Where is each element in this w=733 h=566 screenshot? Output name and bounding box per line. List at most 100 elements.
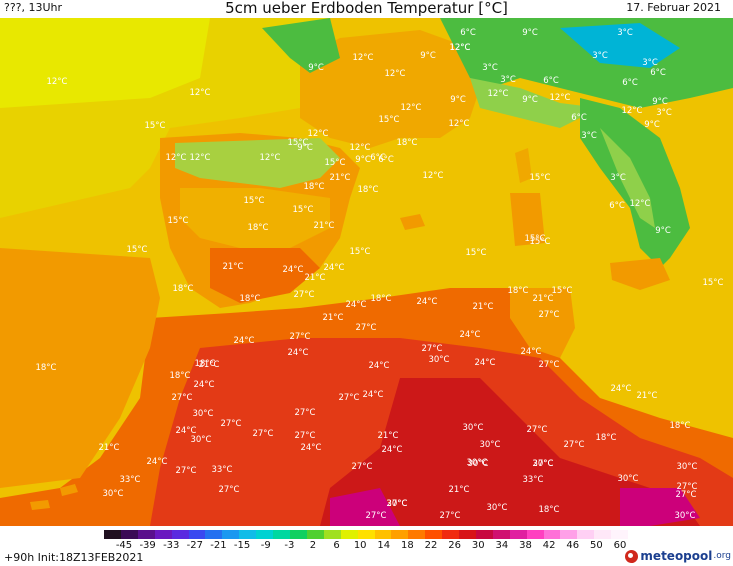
temperature-label: 30°C [674,511,695,521]
temperature-label: 24°C [362,390,383,400]
scale-swatch [492,530,510,539]
temperature-label: 24°C [520,347,541,357]
temperature-label: 24°C [416,297,437,307]
temperature-label: 3°C [592,51,608,61]
temperature-label: 18°C [538,505,559,515]
temperature-label: 12°C [189,88,210,98]
temperature-label: 15°C [349,247,370,257]
scale-swatch [408,530,426,539]
scale-swatch [239,530,257,539]
temperature-label: 12°C [352,53,373,63]
atlantic-south [0,248,160,488]
land-alps-cyan [560,23,680,68]
scale-label: 38 [519,540,532,551]
scale-swatch [104,530,121,539]
temperature-label: 27°C [294,408,315,418]
forecast-date: 17. Februar 2021 [626,1,721,14]
land-france [300,30,480,148]
scale-label: 22 [424,540,438,551]
temperature-label: 21°C [313,221,334,231]
globe-icon [625,549,639,563]
temperature-label: 18°C [35,363,56,373]
temperature-label: 27°C [218,485,239,495]
scale-label: 34 [495,540,509,551]
temperature-label: 3°C [482,63,498,73]
temperature-label: 9°C [522,28,538,38]
temperature-label: 27°C [538,360,559,370]
scale-label: -27 [186,540,204,551]
temperature-label: 15°C [524,234,545,244]
temperature-label: 18°C [194,359,215,369]
map-footer: -45 -39 -33 -27 -21 -15 -9 -3 2 6 10 14 18 22 26 30 34 38… [0,526,733,566]
temperature-label: 21°C [532,294,553,304]
meteopool-logo[interactable]: meteopool .org [625,548,731,564]
temperature-label: 12°C [487,89,508,99]
temperature-label: 27°C [439,511,460,521]
temperature-label: 30°C [532,459,553,469]
temperature-label: 3°C [500,75,516,85]
temperature-label: 24°C [368,361,389,371]
scale-swatch [374,530,392,539]
land-africa-deepred [320,378,700,526]
temperature-label: 30°C [462,423,483,433]
land-iberia-central [180,188,330,248]
temperature-label: 15°C [144,121,165,131]
scale-swatch [391,530,409,539]
land-canary-2 [30,500,50,510]
temperature-label: 15°C [167,216,188,226]
temperature-label: 30°C [676,462,697,472]
scale-swatch [256,530,274,539]
atlantic-northwest [0,18,210,108]
temperature-label: 6°C [460,28,476,38]
temperature-label: 9°C [297,143,313,153]
temperature-label: 30°C [467,459,488,469]
scale-label: 2 [309,540,317,551]
temperature-label: 27°C [675,490,696,500]
temperature-label: 33°C [119,475,140,485]
temperature-label: 21°C [329,173,350,183]
temperature-label: 15°C [324,158,345,168]
scale-swatch [425,530,443,539]
temperature-label: 6°C [370,153,386,163]
scale-label: -3 [284,540,295,551]
temperature-label: 15°C [551,286,572,296]
temperature-label: 33°C [522,475,543,485]
temperature-label: 27°C [171,393,192,403]
scale-swatch [459,530,476,539]
scale-label: 18 [401,540,414,551]
temperature-label: 18°C [507,286,528,296]
temperature-label: 27°C [338,393,359,403]
temperature-label: 15°C [243,196,264,206]
temperature-label: 24°C [474,358,495,368]
temperature-label: 12°C [549,93,570,103]
scale-swatch [222,530,240,539]
land-tunisia [510,288,575,358]
temperature-label: 9°C [308,63,324,73]
temperature-label: 12°C [449,43,470,53]
temperature-label: 9°C [652,97,668,107]
temperature-label: 27°C [526,425,547,435]
temperature-label: 18°C [396,138,417,148]
map-title: 5cm ueber Erdboden Temperatur [°C] [225,0,508,17]
temperature-label: 9°C [522,95,538,105]
temperature-label: 12°C [259,153,280,163]
temperature-label: 27°C [365,511,386,521]
temperature-label: 30°C [190,435,211,445]
scale-label: -21 [210,540,227,551]
scale-swatch [340,530,358,539]
temperature-label: 12°C [400,103,421,113]
temperature-label: 24°C [175,426,196,436]
temperature-label: 21°C [636,391,657,401]
temperature-label: 6°C [622,78,638,88]
temperature-label: 21°C [377,431,398,441]
temperature-label: 12°C [449,43,470,53]
temperature-label: 15°C [465,248,486,258]
scale-swatch [289,530,307,539]
scale-label: 42 [542,540,556,551]
land-iberia-south-hot [210,248,320,303]
temperature-label: 18°C [239,294,260,304]
temperature-label: 15°C [287,138,308,148]
scale-swatch [509,530,527,539]
temperature-label: 27°C [538,310,559,320]
